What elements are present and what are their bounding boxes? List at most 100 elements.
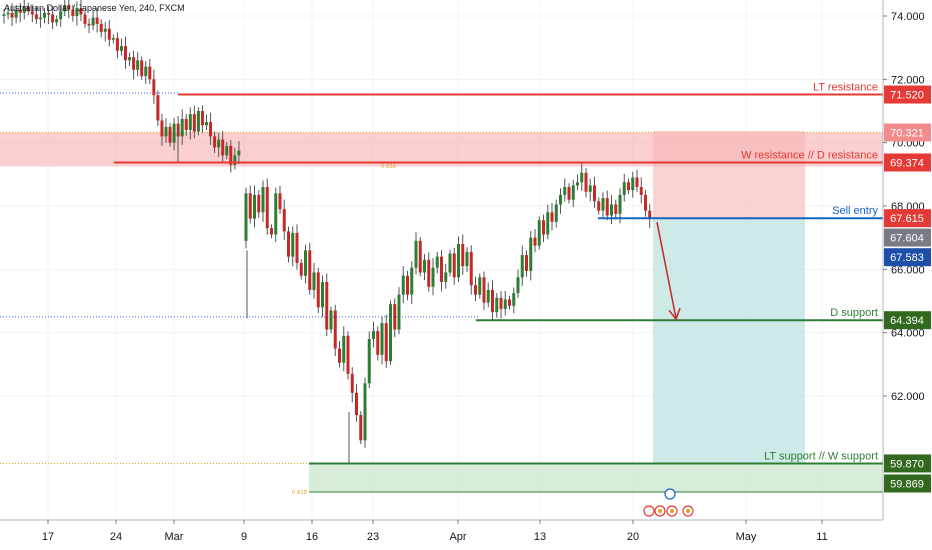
- x-tick-label: 20: [627, 531, 639, 543]
- candle-body: [115, 38, 119, 51]
- candle-body: [229, 145, 233, 165]
- candle-body: [486, 289, 490, 303]
- candle-body: [63, 4, 67, 12]
- candle-body: [107, 28, 111, 40]
- candle-body: [253, 194, 256, 219]
- candle-body: [321, 282, 324, 308]
- candle-body: [639, 187, 643, 195]
- candle-body: [26, 6, 30, 12]
- candle-body: [160, 120, 164, 137]
- candle-body: [584, 172, 588, 192]
- candle-body: [270, 228, 273, 235]
- x-tick-label: 23: [367, 531, 379, 543]
- candle-body: [393, 304, 397, 330]
- price-badge: [884, 311, 931, 330]
- candle-body: [6, 12, 10, 15]
- candle-body: [576, 182, 579, 186]
- candle-body: [83, 14, 87, 24]
- candle-body: [478, 277, 482, 295]
- candle-body: [350, 373, 354, 393]
- candle-body: [644, 194, 647, 211]
- candle-body: [376, 331, 380, 355]
- fib-label: 0.618: [292, 490, 308, 496]
- candle-body: [55, 19, 59, 23]
- candle-body: [2, 14, 6, 16]
- price-badge-label: 67.583: [890, 252, 924, 264]
- candle-body: [18, 9, 22, 13]
- target-arrow-line: [656, 222, 677, 319]
- candle-body: [567, 187, 571, 200]
- candle-body: [205, 122, 208, 126]
- candle-body: [295, 232, 299, 263]
- y-tick-label: 62.000: [891, 391, 925, 403]
- candle-body: [525, 255, 528, 271]
- candle-body: [542, 220, 545, 235]
- x-tick-label: 24: [110, 531, 122, 543]
- candle-body: [136, 60, 140, 70]
- take-profit-area: [653, 218, 805, 464]
- price-badge: [884, 474, 931, 493]
- level-lines: LT resistance W resistance // D resistanc…: [114, 82, 883, 465]
- event-icon[interactable]: [643, 505, 655, 517]
- candle-body: [410, 267, 414, 295]
- candle-body: [597, 201, 601, 211]
- event-icon-dot: [670, 509, 674, 513]
- candle-body: [156, 95, 160, 121]
- candle-body: [435, 256, 439, 268]
- x-tick-label: May: [736, 531, 757, 543]
- candle-body: [363, 383, 367, 441]
- y-tick-label: 72.000: [891, 74, 925, 86]
- symbol-title: Australian Dollar / Japanese Yen, 240, F…: [4, 3, 185, 13]
- x-axis[interactable]: 17 24 Mar 9 16 23 Apr 13 20 May 11: [0, 519, 883, 543]
- price-badge-label: 71.520: [890, 90, 924, 102]
- level-label: W resistance // D resistance: [741, 149, 878, 161]
- candle-body: [111, 38, 115, 40]
- candle-body: [516, 277, 520, 294]
- candle-body: [418, 240, 422, 273]
- candle-body: [550, 212, 554, 222]
- candle-body: [140, 60, 144, 77]
- candle-body: [499, 297, 503, 309]
- candle-body: [217, 139, 221, 148]
- candle-body: [164, 126, 168, 137]
- price-badge-label: 59.869: [890, 478, 924, 490]
- candle-body: [237, 150, 241, 156]
- x-tick-label: Mar: [165, 531, 184, 543]
- chart-zones: [0, 92, 883, 493]
- price-badge: [884, 209, 931, 228]
- candle-body: [452, 253, 456, 278]
- level-label: Sell entry: [832, 205, 878, 217]
- candle-body: [30, 11, 34, 15]
- candle-body: [457, 244, 460, 278]
- candle-body: [152, 79, 156, 96]
- candle-body: [384, 323, 388, 362]
- candle-body: [338, 348, 341, 363]
- event-icon[interactable]: [664, 488, 676, 500]
- candle-body: [520, 255, 524, 278]
- level-label: D support: [830, 307, 878, 319]
- price-badge: [884, 228, 931, 247]
- candle-body: [265, 187, 269, 229]
- candle-body: [648, 210, 652, 219]
- candle-body: [308, 250, 312, 290]
- candle-body: [346, 335, 350, 374]
- candle-body: [119, 46, 123, 51]
- y-tick-label: 64.000: [891, 328, 925, 340]
- candle-body: [614, 204, 618, 214]
- support-zone: [309, 463, 883, 492]
- candle-body: [329, 310, 333, 330]
- price-badge-label: 69.374: [890, 157, 924, 169]
- x-tick-label: Apr: [449, 531, 466, 543]
- candle-body: [304, 250, 307, 276]
- candle-body: [47, 12, 51, 15]
- stop-loss-area: [653, 131, 805, 219]
- candle-body: [406, 275, 409, 295]
- price-badge: [884, 123, 931, 142]
- candle-body: [99, 23, 103, 32]
- candle-body: [132, 57, 136, 70]
- candle-body: [423, 259, 426, 273]
- event-icon-dot: [658, 509, 662, 513]
- candle-body: [333, 310, 337, 349]
- price-badge: [884, 85, 931, 104]
